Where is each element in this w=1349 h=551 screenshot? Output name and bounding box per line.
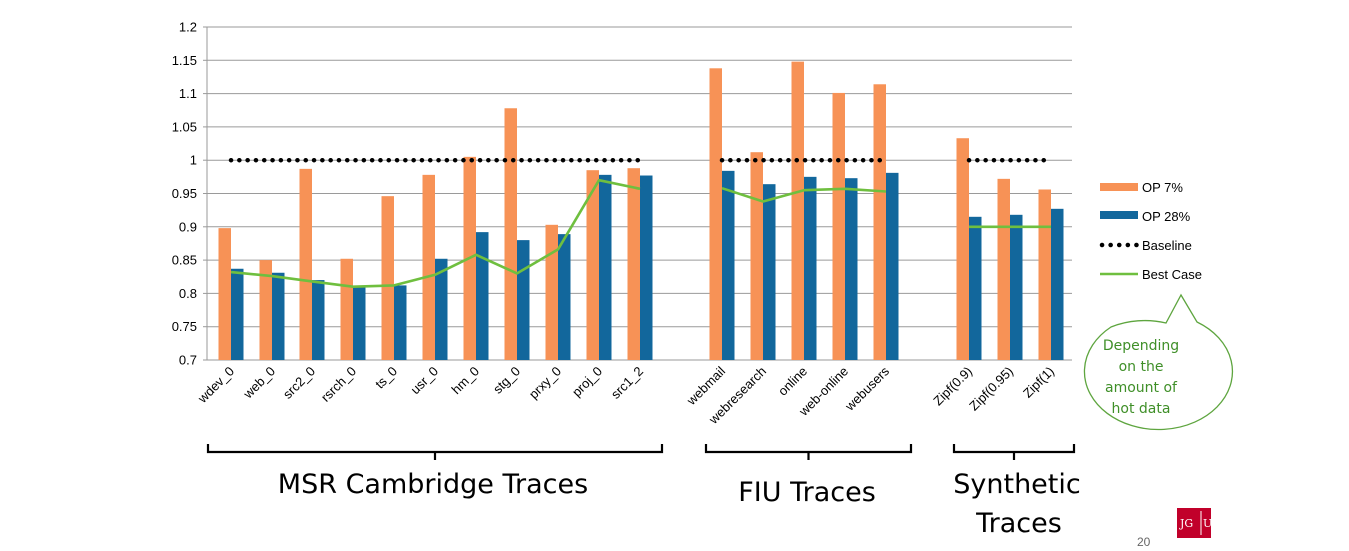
y-tick-label: 0.95 [172, 186, 197, 201]
best-case-line [721, 186, 887, 203]
bar-op7 [627, 168, 640, 360]
bar-op28 [845, 178, 858, 360]
legend-label-op7: OP 7% [1142, 180, 1183, 195]
bar-op7 [299, 168, 312, 360]
y-tick-label: 0.75 [172, 319, 197, 334]
bar-op7 [709, 68, 722, 361]
bar-op28 [558, 234, 571, 360]
annotation-line-2: on the [1119, 359, 1164, 375]
logo-left-text: JG [1179, 517, 1193, 530]
y-tick-label: 0.7 [179, 353, 197, 368]
x-category-label: wdev_0 [194, 364, 237, 407]
group-bracket [206, 444, 664, 460]
bar-op7 [832, 92, 845, 361]
bar-op28 [1051, 208, 1064, 360]
x-category-label: stg_0 [490, 364, 523, 397]
bar-op7 [504, 108, 517, 360]
y-tick-label: 1 [190, 153, 197, 168]
bar-op28 [599, 174, 612, 360]
bar-op7 [259, 260, 272, 360]
x-category-label: rsrch_0 [318, 364, 359, 405]
x-category-label: src2_0 [280, 364, 318, 402]
bar-op28 [969, 216, 982, 360]
best-case-series [230, 178, 1051, 289]
bar-op28 [476, 232, 489, 360]
bar-op7 [1038, 189, 1051, 360]
legend: OP 7% OP 28% Baseline Best Case [1099, 180, 1202, 282]
y-tick-label: 1.1 [179, 86, 197, 101]
bar-op7 [956, 138, 969, 360]
legend-swatch-op28 [1100, 211, 1138, 219]
group-label-msr: MSR Cambridge Traces [278, 469, 588, 500]
bar-op28 [804, 176, 817, 360]
annotation-line-4: hot data [1112, 401, 1171, 417]
x-category-label: web_0 [240, 364, 278, 402]
logo-right-text: U [1203, 517, 1212, 530]
annotation-line-1: Depending [1103, 338, 1179, 354]
annotation-line-3: amount of [1105, 380, 1178, 396]
bar-op7 [218, 228, 231, 360]
bar-op28 [353, 286, 366, 360]
x-category-label: ts_0 [372, 364, 400, 392]
y-tick-label: 0.8 [179, 286, 197, 301]
group-label-fiu: FIU Traces [738, 477, 876, 508]
y-axis-ticks: 0.7 0.75 0.8 0.85 0.9 0.95 1 1.05 1.1 1.15 1.2 [172, 20, 207, 368]
group-bracket [704, 444, 913, 460]
bars [218, 61, 1064, 361]
bar-op28 [886, 172, 899, 360]
university-logo: JG U [1177, 508, 1212, 538]
group-label-synthetic-line2: Traces [975, 508, 1062, 539]
bar-op28 [1010, 214, 1023, 360]
x-category-label: online [775, 364, 810, 399]
x-category-label: hm_0 [449, 364, 483, 398]
page-number: 20 [1137, 535, 1151, 549]
group-label-synthetic-line1: Synthetic [953, 469, 1080, 500]
x-axis-labels: wdev_0 web_0 src2_0 rsrch_0 ts_0 usr_0 hm_0 stg… [194, 363, 1057, 427]
bar-op28 [722, 170, 735, 360]
legend-label-baseline: Baseline [1142, 238, 1192, 253]
x-category-label: src1_2 [608, 364, 646, 402]
x-category-label: proj_0 [569, 364, 605, 400]
group-bracket [952, 444, 1076, 460]
bar-op28 [640, 175, 653, 360]
bar-op7 [545, 224, 558, 360]
x-category-label: Zipf(1) [1020, 364, 1057, 401]
bar-op7 [750, 152, 763, 360]
bar-op7 [422, 174, 435, 360]
bar-op28 [435, 258, 448, 360]
legend-label-op28: OP 28% [1142, 209, 1191, 224]
bar-op7 [791, 61, 804, 361]
bar-op7 [997, 178, 1010, 360]
x-category-label: Zipf(0.95) [966, 364, 1016, 414]
bar-op7 [873, 84, 886, 360]
legend-swatch-op7 [1100, 183, 1138, 191]
x-category-label: usr_0 [408, 364, 442, 398]
bar-op7 [381, 196, 394, 360]
legend-label-best-case: Best Case [1142, 267, 1202, 282]
bar-op28 [312, 280, 325, 360]
bar-op28 [517, 240, 530, 360]
x-category-label: webusers [841, 363, 892, 414]
y-tick-label: 1.05 [172, 119, 197, 134]
y-tick-label: 1.15 [172, 53, 197, 68]
y-tick-label: 0.9 [179, 219, 197, 234]
bar-op28 [272, 272, 285, 360]
bar-op7 [340, 258, 353, 360]
y-tick-label: 1.2 [179, 20, 197, 35]
x-category-label: prxy_0 [526, 364, 564, 402]
bar-op28 [394, 285, 407, 360]
bar-op28 [231, 268, 244, 360]
bar-op28 [763, 184, 776, 360]
annotation-bubble: Depending on the amount of hot data [1083, 293, 1234, 431]
bar-op7 [586, 170, 599, 360]
y-tick-label: 0.85 [172, 253, 197, 268]
best-case-line [230, 178, 641, 289]
group-brackets [206, 444, 1076, 460]
